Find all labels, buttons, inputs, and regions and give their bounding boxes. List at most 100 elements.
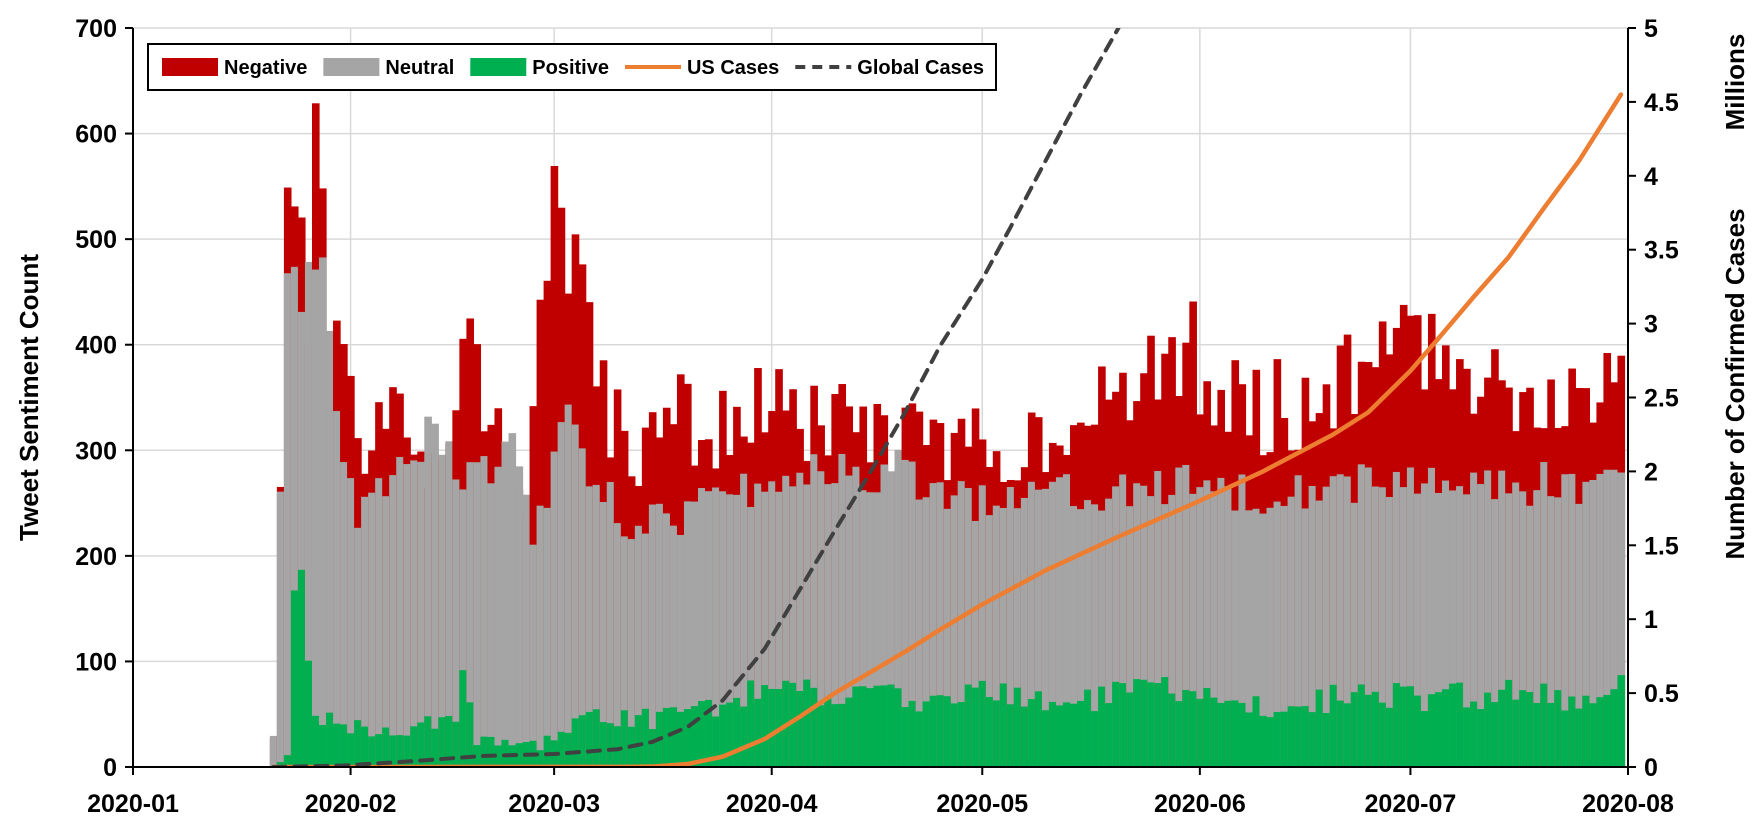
bar-positive [1603,694,1612,767]
bar-neutral [1364,467,1373,767]
bar-positive [1406,686,1415,767]
bar-neutral [1434,492,1443,767]
bar-neutral [761,491,769,767]
sentiment-bars [269,103,1626,768]
bar-neutral [1610,469,1619,767]
bar-neutral [382,496,390,767]
bar-positive [459,670,467,767]
bar-positive [957,702,966,767]
legend-swatch-neutral [323,58,380,76]
bar-positive [992,700,1001,767]
bar-positive [585,711,594,767]
bar-neutral [1420,483,1429,767]
bar-positive [1596,697,1605,767]
bar-neutral [1161,504,1169,767]
bar-neutral [1048,481,1057,767]
bar-positive [1343,703,1352,767]
bar-positive [396,735,404,767]
bar-neutral [1575,503,1583,767]
bar-neutral [683,501,692,767]
bar-positive [908,700,917,767]
bar-neutral [1280,505,1289,767]
bar-neutral [992,505,1001,767]
x-tick-label: 2020-02 [305,790,397,818]
bar-positive [311,715,320,767]
bar-positive [880,685,889,767]
bar-neutral [1175,467,1183,767]
bar-neutral [655,503,664,767]
bar-positive [726,702,734,767]
bar-positive [705,699,713,767]
bar-positive [347,733,355,767]
bar-neutral [1091,504,1099,767]
bar-positive [326,712,334,767]
bar-positive [1505,679,1513,767]
bar-positive [894,688,903,767]
right-tick-label: 4.5 [1644,89,1679,117]
bar-positive [1477,709,1485,767]
bar-neutral [1182,464,1190,767]
bar-neutral [627,539,636,767]
bar-positive [389,735,397,767]
bar-positive [698,701,706,767]
bar-neutral [1027,481,1036,767]
bar-positive [971,687,980,767]
bar-neutral [894,449,903,767]
right-tick-label: 3 [1644,311,1658,339]
bar-positive [1610,689,1619,767]
bar-positive [1301,706,1310,767]
right-tick-label: 4 [1644,163,1658,191]
bar-positive [1161,677,1169,767]
bar-neutral [901,459,910,767]
right-axis-title: Number of Confirmed Cases [1720,208,1750,559]
bar-positive [1399,686,1408,767]
bar-neutral [1098,510,1106,767]
bar-positive [915,711,924,767]
bar-neutral [1547,496,1555,767]
right-tick-label: 0.5 [1644,680,1679,708]
right-tick-label: 2.5 [1644,385,1679,413]
bar-positive [1252,696,1261,767]
bar-positive [1048,701,1057,767]
bar-positive [382,727,390,767]
left-tick-label: 300 [75,437,117,465]
bar-positive [690,706,699,767]
bar-positive [340,724,348,767]
bar-positive [852,686,861,767]
bar-positive [319,725,327,767]
bar-neutral [304,261,313,767]
bar-positive [1322,713,1331,767]
bar-neutral [1133,483,1141,767]
bar-positive [1385,707,1394,767]
bar-neutral [311,269,320,767]
bar-positive [1084,689,1092,767]
bar-positive [712,716,720,767]
bar-positive [487,736,496,767]
bar-positive [1034,691,1043,767]
bar-neutral [669,525,678,767]
bar-neutral [768,481,776,767]
bar-positive [290,590,299,767]
left-axis-title: Tweet Sentiment Count [14,254,44,541]
bar-neutral [1287,496,1296,767]
bar-neutral [389,475,397,767]
bar-positive [1224,700,1233,767]
bar-neutral [578,448,587,767]
bar-positive [1091,711,1099,767]
bar-neutral [536,505,545,767]
bar-positive [1182,689,1190,767]
right-tick-label: 5 [1644,15,1658,43]
bar-positive [1442,689,1450,767]
left-tick-label: 400 [75,332,117,360]
bar-positive [641,708,650,767]
bar-positive [1245,712,1254,767]
bar-positive [1006,704,1015,767]
bar-neutral [1491,499,1499,767]
bar-neutral [1554,497,1562,767]
x-tick-label: 2020-08 [1582,790,1674,818]
bar-neutral [859,490,868,767]
bar-neutral [698,488,706,767]
bar-neutral [276,491,285,767]
bar-positive [473,745,482,767]
bar-neutral [571,424,580,767]
